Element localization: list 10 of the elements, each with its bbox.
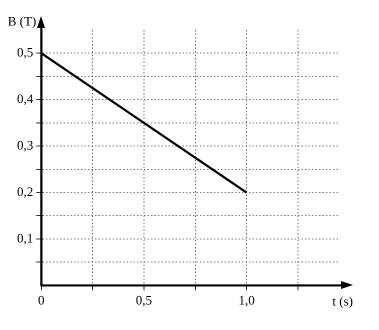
x-tick-label: 0,5 (136, 292, 152, 308)
y-axis-title: B (T) (8, 13, 36, 28)
x-tick-label: 0 (38, 292, 44, 308)
y-tick-label: 0,1 (17, 230, 34, 246)
x-axis-title: t (s) (332, 293, 353, 308)
y-tick-label: 0,3 (17, 138, 34, 153)
y-tick-label: 0,4 (17, 91, 34, 106)
y-tick-label: 0,2 (17, 184, 34, 199)
x-tick-label: 1,0 (238, 292, 255, 308)
y-tick-label: 0,5 (17, 44, 34, 60)
